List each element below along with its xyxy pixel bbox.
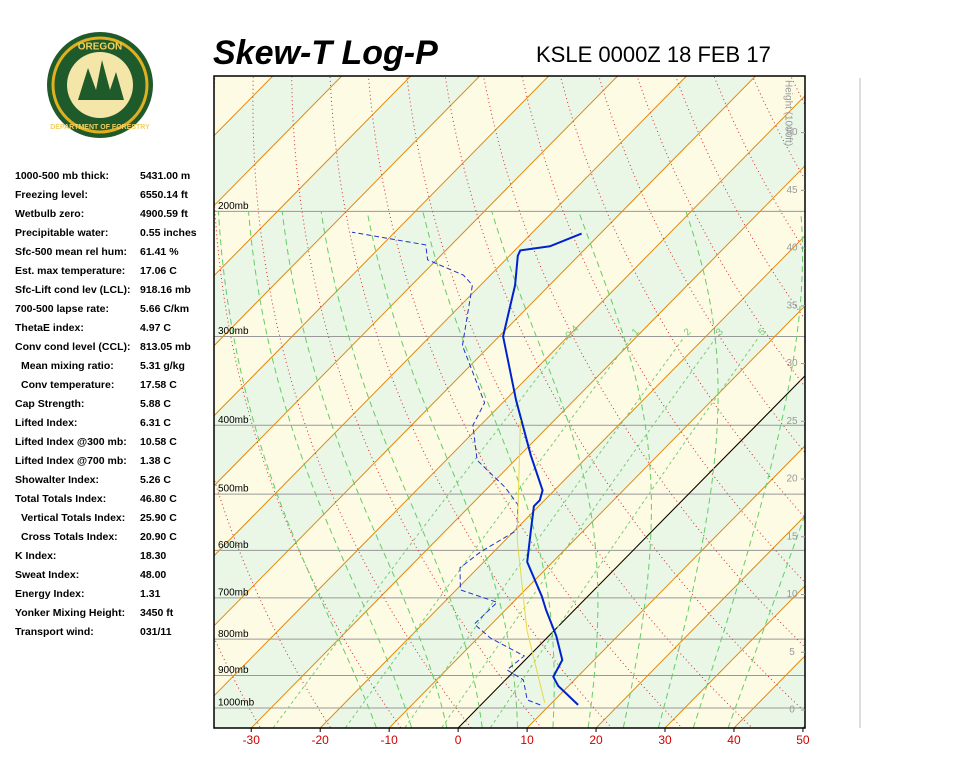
index-label: 1000-500 mb thick: bbox=[15, 170, 109, 182]
index-value: 25.90 C bbox=[140, 512, 177, 524]
index-label: Lifted Index: bbox=[15, 417, 77, 429]
x-tick-label: -10 bbox=[380, 733, 398, 747]
index-value: 918.16 mb bbox=[140, 284, 191, 296]
dry-adiabat bbox=[829, 0, 960, 737]
index-label: Showalter Index: bbox=[15, 474, 99, 486]
x-tick-label: 30 bbox=[658, 733, 672, 747]
index-value: 0.55 inches bbox=[140, 227, 197, 239]
logo-bottom: DEPARTMENT OF FORESTRY bbox=[50, 124, 150, 131]
index-label: 700-500 lapse rate: bbox=[15, 303, 109, 315]
height-tick-label: 45 bbox=[786, 185, 798, 196]
index-label: Lifted Index @700 mb: bbox=[15, 455, 127, 467]
index-value: 3450 ft bbox=[140, 607, 174, 619]
height-tick-label: 40 bbox=[786, 243, 798, 254]
dry-adiabat bbox=[936, 0, 960, 737]
height-tick-label: 20 bbox=[786, 474, 798, 485]
pressure-label: 900mb bbox=[218, 665, 249, 676]
index-value: 4.97 C bbox=[140, 322, 171, 334]
x-tick-label: 40 bbox=[727, 733, 741, 747]
pressure-label: 400mb bbox=[218, 415, 249, 426]
dry-adiabat bbox=[793, 0, 960, 737]
height-axis-label: Height (1000ft) bbox=[782, 80, 793, 146]
index-value: 17.58 C bbox=[140, 379, 177, 391]
index-label: Conv cond level (CCL): bbox=[15, 341, 131, 353]
pressure-label: 700mb bbox=[218, 588, 249, 599]
x-tick-label: 0 bbox=[455, 733, 462, 747]
index-label: Sweat Index: bbox=[15, 569, 79, 581]
index-label: Precipitable water: bbox=[15, 227, 108, 239]
index-value: 813.05 mb bbox=[140, 341, 191, 353]
band bbox=[794, 0, 960, 737]
index-label: K Index: bbox=[15, 550, 56, 562]
index-label: Est. max temperature: bbox=[15, 265, 125, 277]
index-value: 18.30 bbox=[140, 550, 166, 562]
index-value: 6.31 C bbox=[140, 417, 171, 429]
dry-adiabat bbox=[900, 0, 960, 737]
title: Skew-T Log-P bbox=[213, 34, 438, 72]
pressure-label: 300mb bbox=[218, 326, 249, 337]
height-tick-label: 35 bbox=[786, 300, 798, 311]
index-label: Freezing level: bbox=[15, 189, 88, 201]
height-tick-label: 30 bbox=[786, 358, 798, 369]
height-tick-label: 5 bbox=[789, 647, 795, 658]
x-tick-label: -30 bbox=[243, 733, 261, 747]
index-label: Energy Index: bbox=[15, 588, 84, 600]
pressure-label: 600mb bbox=[218, 540, 249, 551]
pressure-label: 200mb bbox=[218, 201, 249, 212]
index-value: 1.38 C bbox=[140, 455, 171, 467]
index-label: Conv temperature: bbox=[21, 379, 114, 391]
isotherm bbox=[863, 0, 960, 737]
index-value: 17.06 C bbox=[140, 265, 177, 277]
index-label: Cross Totals Index: bbox=[21, 531, 118, 543]
dry-adiabat bbox=[865, 0, 960, 737]
index-value: 5.31 g/kg bbox=[140, 360, 185, 372]
isotherm bbox=[794, 0, 960, 737]
x-tick-label: 20 bbox=[589, 733, 603, 747]
index-value: 20.90 C bbox=[140, 531, 177, 543]
index-label: Mean mixing ratio: bbox=[21, 360, 114, 372]
x-tick-label: -20 bbox=[312, 733, 330, 747]
index-value: 5431.00 m bbox=[140, 170, 190, 182]
index-value: 48.00 bbox=[140, 569, 166, 581]
index-label: Yonker Mixing Height: bbox=[15, 607, 125, 619]
index-label: Sfc-500 mean rel hum: bbox=[15, 246, 127, 258]
index-value: 61.41 % bbox=[140, 246, 179, 258]
index-label: Vertical Totals Index: bbox=[21, 512, 125, 524]
height-tick-label: 25 bbox=[786, 416, 798, 427]
index-label: Sfc-Lift cond lev (LCL): bbox=[15, 284, 131, 296]
index-value: 031/11 bbox=[140, 626, 172, 638]
x-tick-label: 10 bbox=[520, 733, 534, 747]
index-label: Wetbulb zero: bbox=[15, 208, 84, 220]
pressure-label: 500mb bbox=[218, 484, 249, 495]
index-label: Total Totals Index: bbox=[15, 493, 106, 505]
index-value: 1.31 bbox=[140, 588, 161, 600]
index-label: Lifted Index @300 mb: bbox=[15, 436, 127, 448]
height-tick-label: 10 bbox=[786, 589, 798, 600]
index-value: 5.26 C bbox=[140, 474, 171, 486]
index-value: 5.88 C bbox=[140, 398, 171, 410]
index-value: 46.80 C bbox=[140, 493, 177, 505]
pressure-label: 1000mb bbox=[218, 698, 255, 709]
indices: 1000-500 mb thick: 5431.00 m Freezing leve… bbox=[15, 170, 197, 638]
x-tick-label: 50 bbox=[796, 733, 810, 747]
height-tick-label: 15 bbox=[786, 531, 798, 542]
index-value: 4900.59 ft bbox=[140, 208, 188, 220]
index-value: 6550.14 ft bbox=[140, 189, 188, 201]
index-label: Cap Strength: bbox=[15, 398, 84, 410]
index-value: 5.66 C/km bbox=[140, 303, 189, 315]
index-value: 10.58 C bbox=[140, 436, 177, 448]
height-tick-label: 0 bbox=[789, 705, 795, 716]
index-label: Transport wind: bbox=[15, 626, 94, 638]
pressure-label: 800mb bbox=[218, 629, 249, 640]
logo: OREGON DEPARTMENT OF FORESTRY bbox=[47, 32, 153, 138]
index-label: ThetaE index: bbox=[15, 322, 84, 334]
logo-top: OREGON bbox=[78, 42, 122, 53]
station: KSLE 0000Z 18 FEB 17 bbox=[536, 42, 771, 67]
